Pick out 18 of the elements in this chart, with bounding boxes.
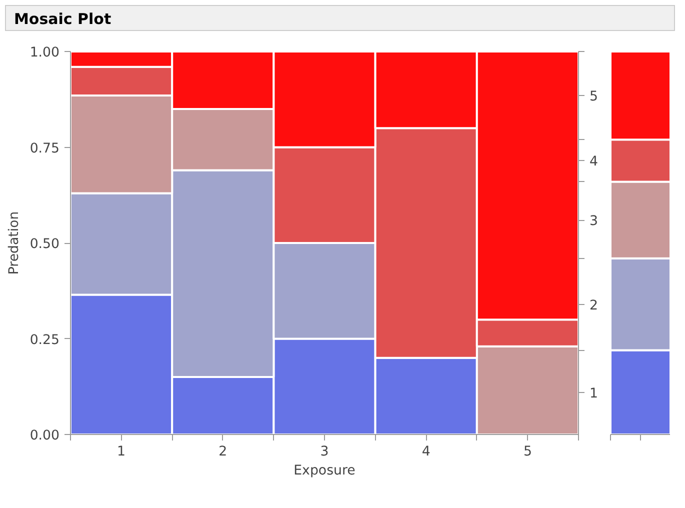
y-tick-label: 0.75 [30, 141, 60, 156]
series-label: 2 [590, 298, 598, 314]
x-tick-label: 5 [523, 444, 532, 460]
series-label: 1 [590, 386, 598, 402]
y-tick-label: 0.25 [30, 332, 60, 348]
x-axis-title: Exposure [294, 464, 356, 478]
y-tick-label: 1.00 [30, 46, 60, 60]
x-tick-label: 2 [218, 444, 228, 460]
y-axis-title: Predation [6, 211, 22, 275]
series-label: 4 [590, 154, 598, 170]
x-tick-label: 3 [320, 444, 329, 460]
y-tick-label: 0.00 [30, 428, 60, 444]
x-tick-label: 4 [422, 444, 430, 460]
x-tick-label: 1 [117, 444, 126, 460]
series-label: 3 [590, 214, 598, 230]
chart-title: Mosaic Plot [14, 9, 112, 30]
series-label: 5 [590, 90, 598, 105]
y-tick-label: 0.50 [30, 237, 60, 252]
